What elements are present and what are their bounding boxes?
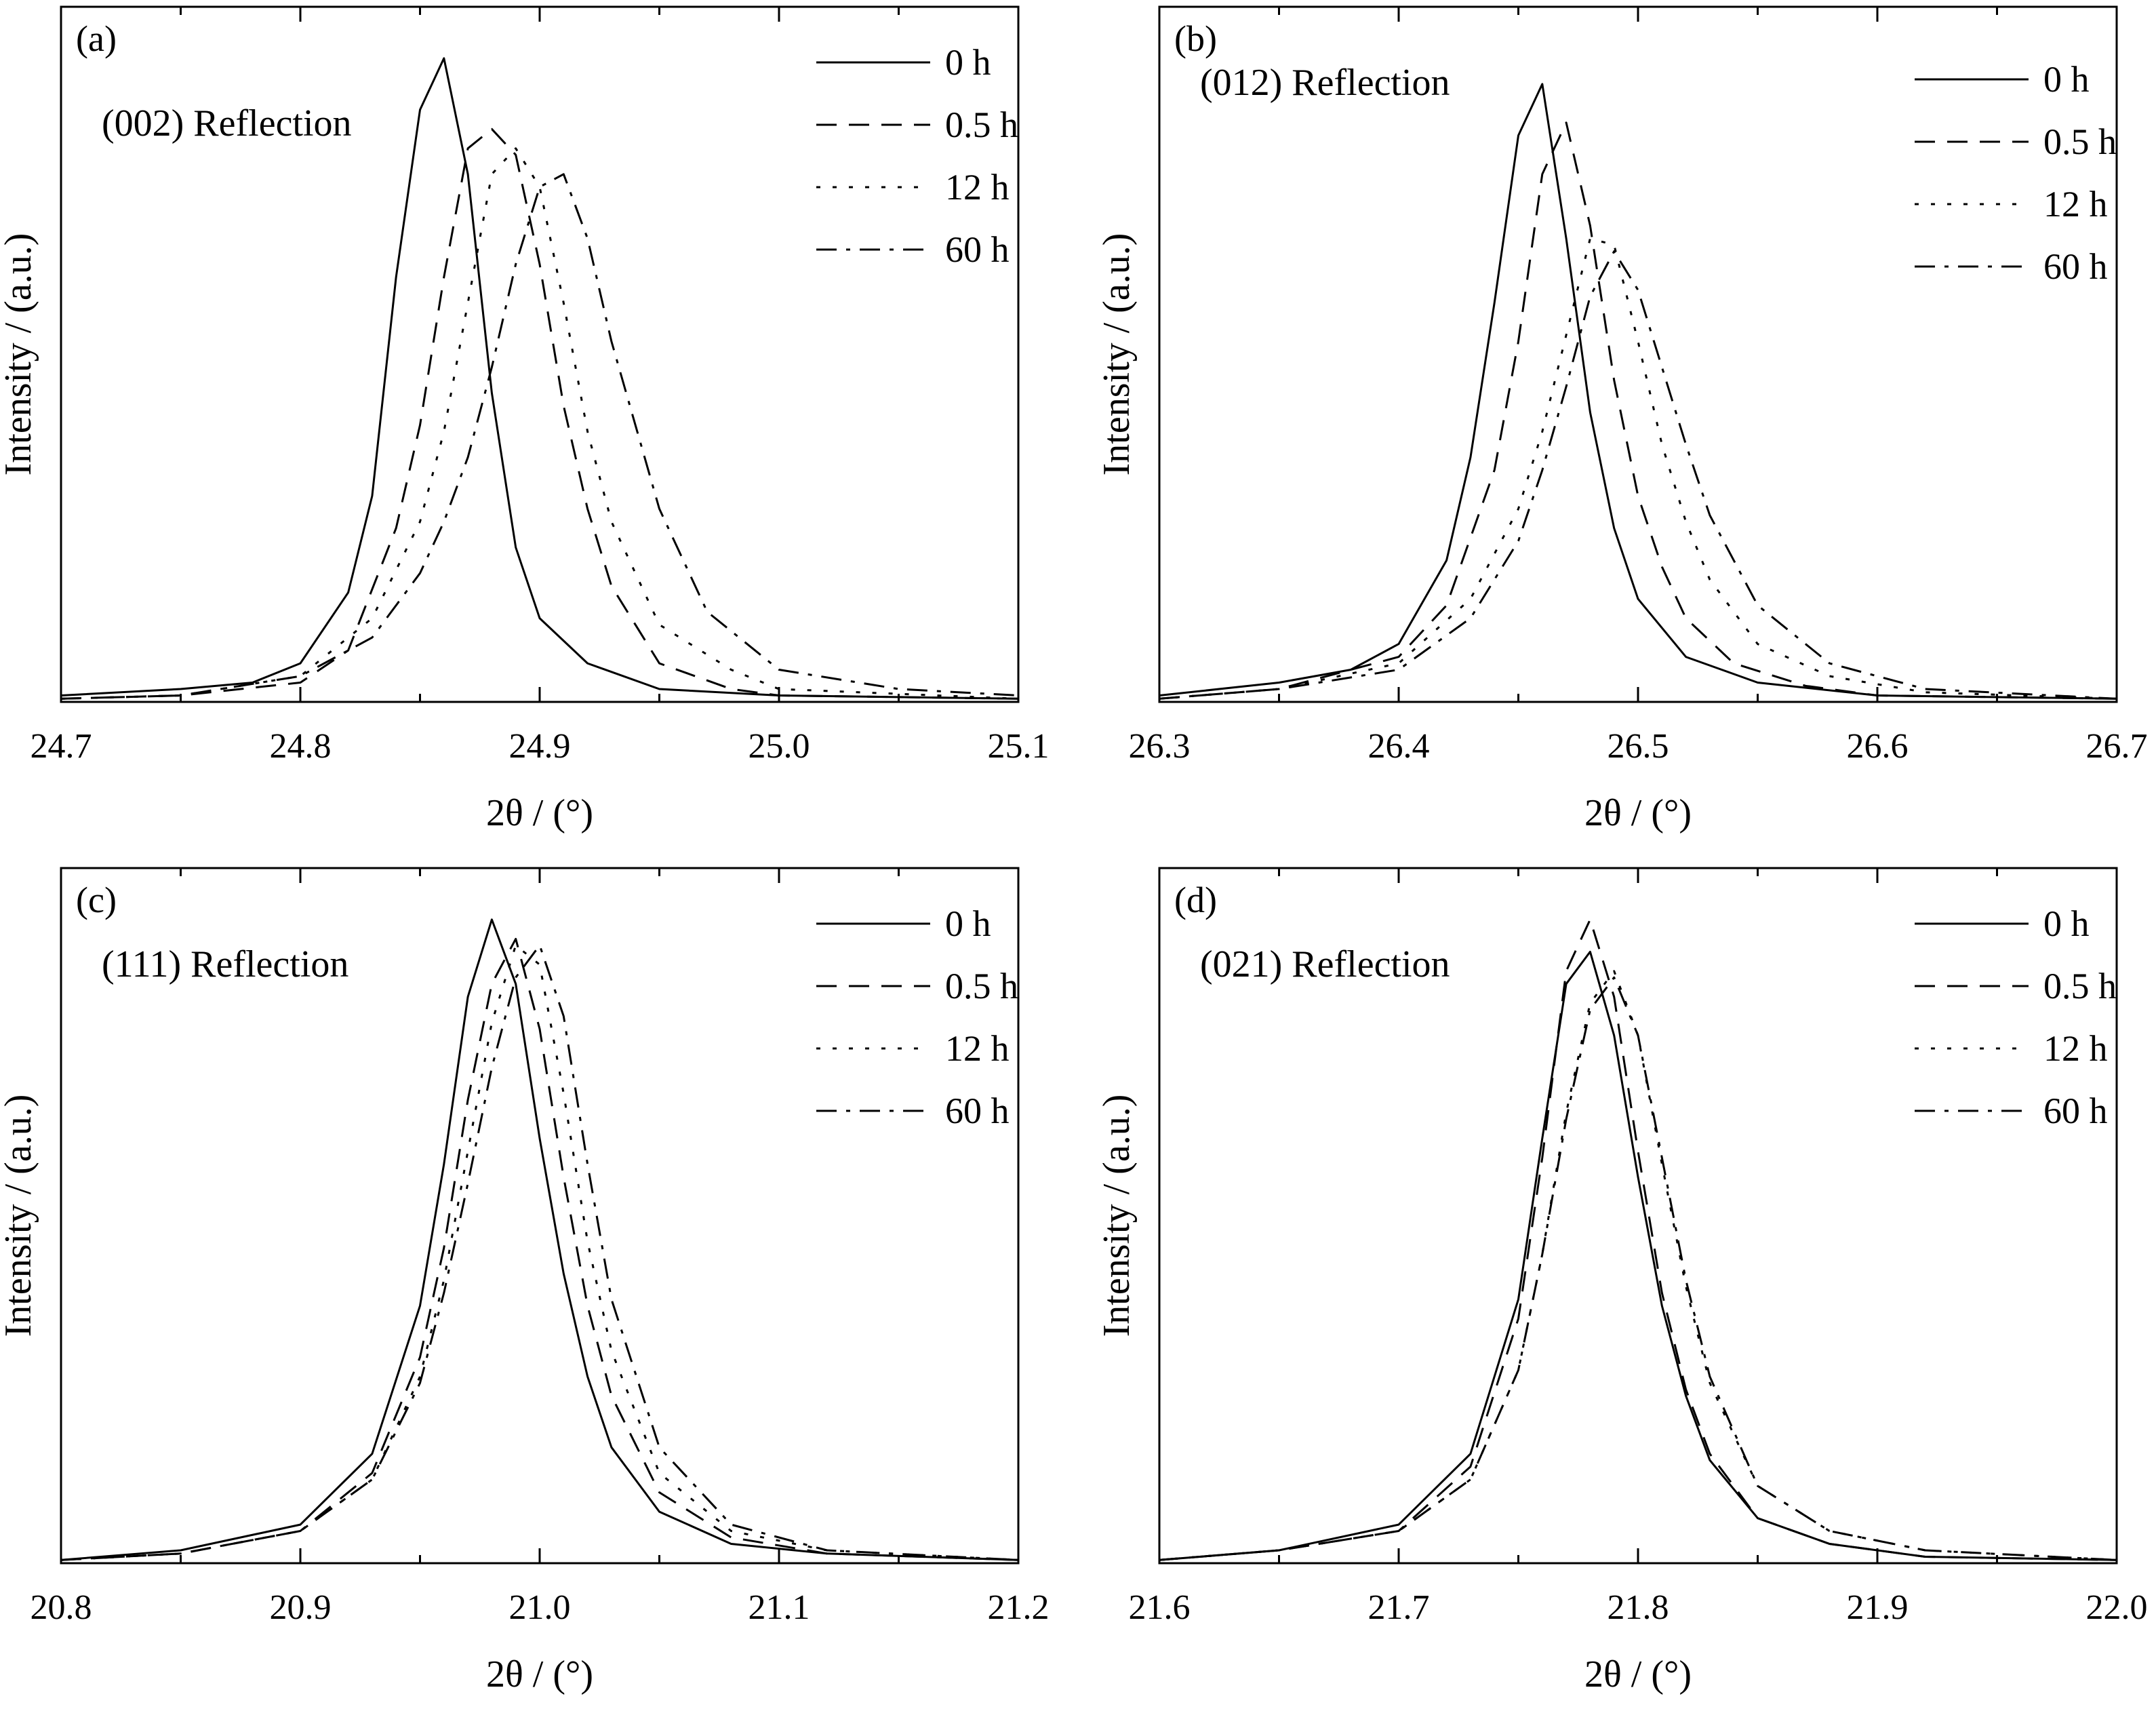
legend-label: 0 h <box>945 42 991 83</box>
x-tick-label: 20.9 <box>270 1588 332 1627</box>
x-tick-label: 21.8 <box>1608 1588 1669 1627</box>
series-line-60-h <box>1159 976 2117 1561</box>
x-tick-label: 26.6 <box>1847 727 1909 766</box>
chart-panel-4: 21.6 21.7 21.8 21.9 22.0 2θ / (°) Intensity / … <box>1096 867 2148 1695</box>
x-tick-label: 26.5 <box>1608 727 1669 766</box>
x-axis-title: 2θ / (°) <box>1584 792 1692 834</box>
y-axis-title: Intensity / (a.u.) <box>0 233 39 476</box>
panel-title: (002) Reflection <box>102 102 352 144</box>
x-axis-title: 2θ / (°) <box>1584 1653 1692 1695</box>
series-line-12-h <box>1159 237 2117 700</box>
panel-label: (a) <box>76 18 117 59</box>
series-line-12-h <box>1159 970 2117 1561</box>
panel-label: (c) <box>76 880 117 920</box>
x-tick-label: 26.3 <box>1129 727 1191 766</box>
x-tick-label: 21.0 <box>509 1588 571 1627</box>
y-axis-title: Intensity / (a.u.) <box>1096 233 1138 476</box>
panel-title: (021) Reflection <box>1200 943 1450 985</box>
legend-label: 12 h <box>2043 1028 2108 1069</box>
legend-label: 60 h <box>2043 246 2108 287</box>
x-tick-label: 24.7 <box>31 727 92 766</box>
legend-label: 0.5 h <box>945 104 1018 145</box>
panel-title: (111) Reflection <box>102 943 348 985</box>
panel-label: (d) <box>1174 880 1217 920</box>
series-line-12-h <box>60 944 1019 1561</box>
legend-label: 0 h <box>945 903 991 944</box>
series-line-0-5-h <box>1159 918 2117 1561</box>
series-line-0-h <box>1159 950 2117 1561</box>
x-axis-title: 2θ / (°) <box>486 792 593 834</box>
legend-label: 0.5 h <box>2043 121 2117 162</box>
y-axis-title: Intensity / (a.u.) <box>0 1095 39 1337</box>
x-tick-label: 21.7 <box>1368 1588 1430 1627</box>
series-line-60-h <box>1159 250 2117 700</box>
legend-label: 60 h <box>2043 1091 2108 1131</box>
panel-title: (012) Reflection <box>1200 62 1450 104</box>
x-tick-label: 21.2 <box>988 1588 1050 1627</box>
series-line-0-5-h <box>60 937 1019 1561</box>
legend-label: 60 h <box>945 229 1010 270</box>
x-tick-label: 26.7 <box>2086 727 2148 766</box>
series-line-60-h <box>60 944 1019 1561</box>
legend-label: 12 h <box>2043 184 2108 224</box>
x-tick-label: 25.0 <box>748 727 810 766</box>
x-tick-label: 21.6 <box>1129 1588 1191 1627</box>
panel-label: (b) <box>1174 18 1217 59</box>
x-tick-label: 24.8 <box>270 727 332 766</box>
y-axis-title: Intensity / (a.u.) <box>1096 1095 1138 1337</box>
series-line-12-h <box>60 147 1019 700</box>
x-tick-label: 26.4 <box>1368 727 1430 766</box>
x-axis-title: 2θ / (°) <box>486 1653 593 1695</box>
series-line-60-h <box>60 173 1019 700</box>
x-tick-label: 20.8 <box>31 1588 92 1627</box>
legend-label: 0 h <box>2043 59 2090 100</box>
series-line-0-h <box>60 918 1019 1561</box>
series-line-0-5-h <box>60 127 1019 700</box>
series-line-0-5-h <box>1159 121 2117 700</box>
x-tick-label: 24.9 <box>509 727 571 766</box>
legend-label: 0.5 h <box>945 966 1018 1006</box>
x-tick-label: 21.9 <box>1847 1588 1909 1627</box>
legend-label: 12 h <box>945 167 1010 208</box>
chart-panel-1: 24.7 24.8 24.9 25.0 25.1 2θ / (°) Intensity / … <box>0 5 1050 834</box>
legend-label: 0 h <box>2043 903 2090 944</box>
legend-label: 60 h <box>945 1091 1010 1131</box>
x-tick-label: 25.1 <box>988 727 1050 766</box>
legend-label: 12 h <box>945 1028 1010 1069</box>
series-line-0-h <box>60 57 1019 700</box>
legend-label: 0.5 h <box>2043 966 2117 1006</box>
x-tick-label: 21.1 <box>748 1588 810 1627</box>
chart-panel-3: 20.8 20.9 21.0 21.1 21.2 2θ / (°) Intensity / … <box>0 867 1050 1695</box>
series-line-0-h <box>1159 83 2117 700</box>
x-tick-label: 22.0 <box>2086 1588 2148 1627</box>
chart-panel-2: 26.3 26.4 26.5 26.6 26.7 2θ / (°) Intensity / … <box>1096 5 2148 834</box>
